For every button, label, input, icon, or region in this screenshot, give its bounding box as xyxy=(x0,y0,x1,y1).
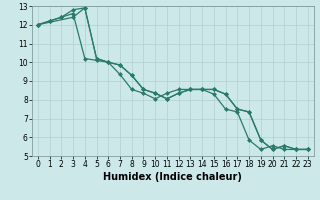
X-axis label: Humidex (Indice chaleur): Humidex (Indice chaleur) xyxy=(103,172,242,182)
